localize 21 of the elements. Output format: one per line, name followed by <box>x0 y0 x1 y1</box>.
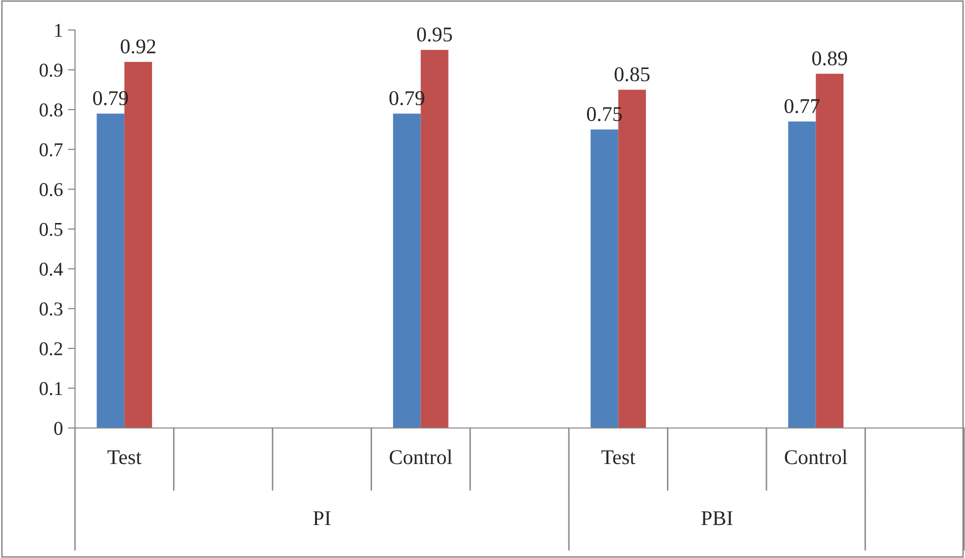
data-label: 0.89 <box>812 51 848 66</box>
y-tick-label: 0.9 <box>40 64 62 77</box>
data-label: 0.92 <box>120 39 156 54</box>
text: PI <box>313 511 330 526</box>
x-tick-label: Test <box>601 450 636 464</box>
y-tick-label: 0.2 <box>40 342 62 356</box>
y-tick-label: 0.6 <box>40 183 63 196</box>
y-tick-label: 1 <box>55 24 62 37</box>
y-tick-label: 0 <box>54 422 62 435</box>
y-tick-label: 0.7 <box>40 143 63 156</box>
x-tick-label: Test <box>108 450 142 464</box>
y-tick-label: 0.1 <box>40 382 62 396</box>
y-tick-label: 0.4 <box>40 262 63 276</box>
data-label: 0.85 <box>614 67 650 82</box>
data-label: 0.95 <box>417 27 452 42</box>
x-tick-label: Control <box>784 450 848 464</box>
y-tick-label: 0.3 <box>40 302 62 316</box>
x-tick-label: Control <box>390 450 452 464</box>
y-tick-label: 0.5 <box>40 222 62 236</box>
y-tick-label: 0.8 <box>40 103 62 117</box>
text: PBI <box>701 511 733 526</box>
